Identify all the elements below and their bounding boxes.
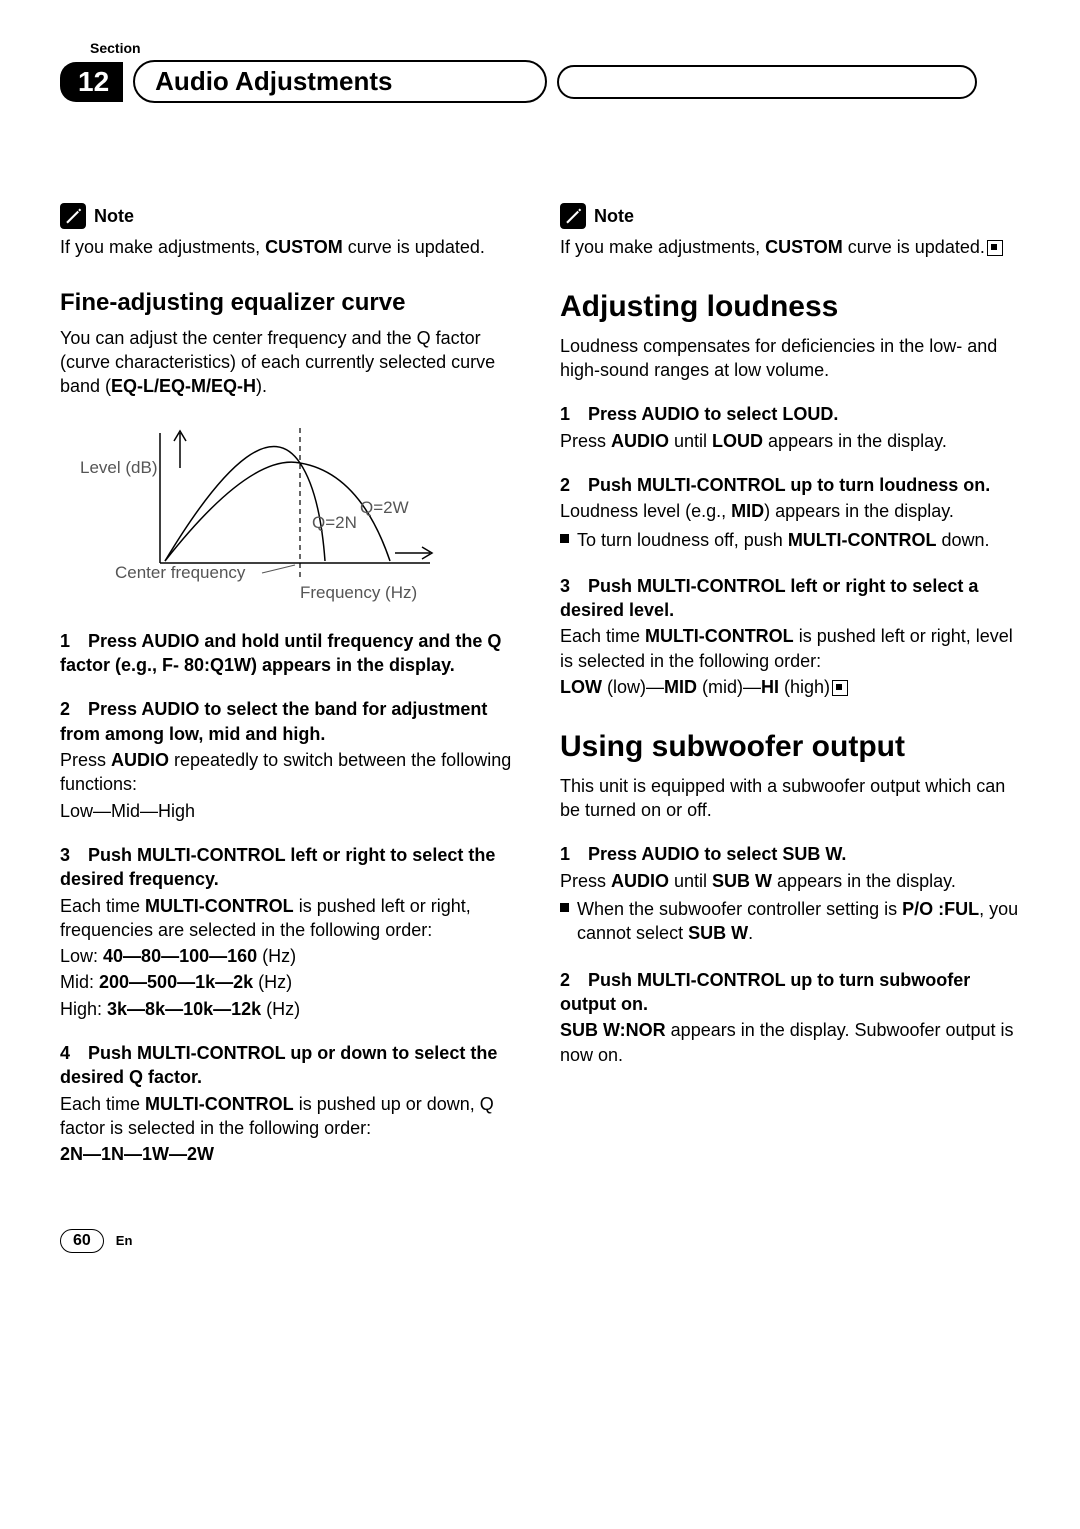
- note-text-right: If you make adjustments, CUSTOM curve is…: [560, 235, 1020, 259]
- left-step3-high: High: 3k—8k—10k—12k (Hz): [60, 997, 520, 1021]
- sub-step1-title: 1Press AUDIO to select SUB W.: [560, 842, 1020, 866]
- loud-step1-body: Press AUDIO until LOUD appears in the di…: [560, 429, 1020, 453]
- loud-intro: Loudness compensates for deficiencies in…: [560, 334, 1020, 383]
- note-label: Note: [594, 204, 634, 228]
- left-step4-seq: 2N—1N—1W—2W: [60, 1142, 520, 1166]
- left-step3-body: Each time MULTI-CONTROL is pushed left o…: [60, 894, 520, 943]
- lang-label: En: [116, 1233, 133, 1248]
- note-icon: [60, 203, 86, 229]
- section-label: Section: [90, 40, 1020, 56]
- chapter-number: 12: [60, 62, 123, 102]
- left-column: Note If you make adjustments, CUSTOM cur…: [60, 203, 520, 1169]
- bullet-icon: [560, 903, 569, 912]
- page: Section 12 Audio Adjustments Note If you…: [0, 0, 1080, 1293]
- note-label: Note: [94, 204, 134, 228]
- loud-step2-line: Loudness level (e.g., MID) appears in th…: [560, 499, 1020, 523]
- center-freq: Center frequency: [115, 563, 246, 582]
- left-step3-mid: Mid: 200—500—1k—2k (Hz): [60, 970, 520, 994]
- freq-label: Frequency (Hz): [300, 583, 417, 602]
- heading-fine-adjust: Fine-adjusting equalizer curve: [60, 287, 520, 319]
- loud-step3-title: 3Push MULTI-CONTROL left or right to sel…: [560, 574, 1020, 623]
- level-label: Level (dB): [80, 458, 157, 477]
- note-text-left: If you make adjustments, CUSTOM curve is…: [60, 235, 520, 259]
- left-step1: 1Press AUDIO and hold until frequency an…: [60, 629, 520, 678]
- heading-subwoofer: Using subwoofer output: [560, 727, 1020, 768]
- end-icon: [832, 680, 848, 696]
- loud-step2-title: 2Push MULTI-CONTROL up to turn loudness …: [560, 473, 1020, 497]
- note-header-left: Note: [60, 203, 520, 229]
- sub-intro: This unit is equipped with a subwoofer o…: [560, 774, 1020, 823]
- columns: Note If you make adjustments, CUSTOM cur…: [60, 203, 1020, 1169]
- note-header-right: Note: [560, 203, 1020, 229]
- left-step4-title: 4Push MULTI-CONTROL up or down to select…: [60, 1041, 520, 1090]
- eq-diagram: Level (dB) Q=2N Q=2W Center frequency Fr…: [60, 413, 520, 609]
- q2w: Q=2W: [360, 498, 409, 517]
- left-step4-body: Each time MULTI-CONTROL is pushed up or …: [60, 1092, 520, 1141]
- chapter-title: Audio Adjustments: [133, 60, 547, 103]
- sub-step1-bullet: When the subwoofer controller setting is…: [560, 895, 1020, 948]
- bullet-icon: [560, 534, 569, 543]
- loud-step2-bullet: To turn loudness off, push MULTI-CONTROL…: [560, 526, 1020, 554]
- left-step2-body: Press AUDIO repeatedly to switch between…: [60, 748, 520, 797]
- left-step2-title: 2Press AUDIO to select the band for adju…: [60, 697, 520, 746]
- chapter-bar: 12 Audio Adjustments: [60, 60, 1020, 103]
- empty-pill: [557, 65, 977, 99]
- q2n: Q=2N: [312, 513, 357, 532]
- note-icon: [560, 203, 586, 229]
- fine-adjust-intro: You can adjust the center frequency and …: [60, 326, 520, 399]
- sub-step2-title: 2Push MULTI-CONTROL up to turn subwoofer…: [560, 968, 1020, 1017]
- sub-step1-body: Press AUDIO until SUB W appears in the d…: [560, 869, 1020, 893]
- loud-step1-title: 1Press AUDIO to select LOUD.: [560, 402, 1020, 426]
- left-step3-low: Low: 40—80—100—160 (Hz): [60, 944, 520, 968]
- sub-step2-body: SUB W:NOR appears in the display. Subwoo…: [560, 1018, 1020, 1067]
- end-icon: [987, 240, 1003, 256]
- left-step2-seq: Low—Mid—High: [60, 799, 520, 823]
- footer: 60 En: [60, 1229, 1020, 1253]
- left-step3-title: 3Push MULTI-CONTROL left or right to sel…: [60, 843, 520, 892]
- heading-loudness: Adjusting loudness: [560, 287, 1020, 328]
- page-number: 60: [60, 1229, 104, 1253]
- loud-step3-body: Each time MULTI-CONTROL is pushed left o…: [560, 624, 1020, 673]
- right-column: Note If you make adjustments, CUSTOM cur…: [560, 203, 1020, 1169]
- loud-step3-seq: LOW (low)—MID (mid)—HI (high): [560, 675, 1020, 699]
